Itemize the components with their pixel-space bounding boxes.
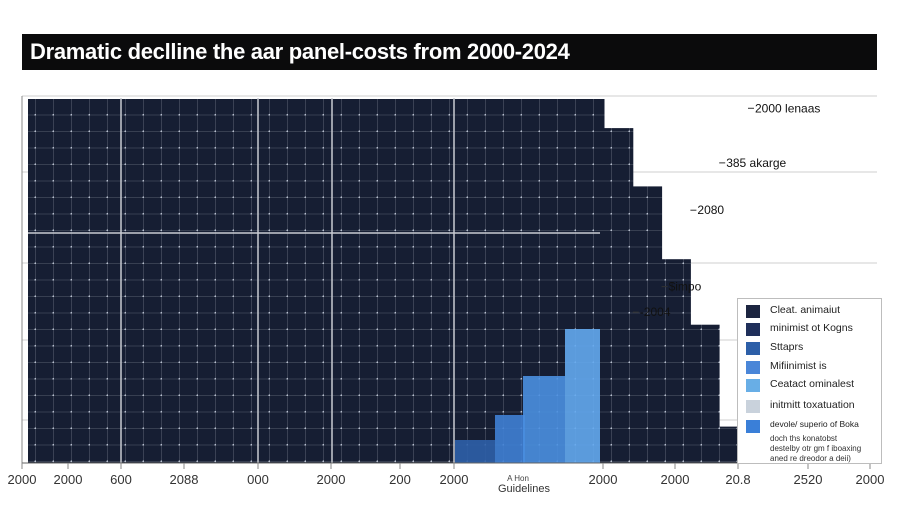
legend-label: devole/ superio of Boka	[770, 419, 859, 429]
legend-swatch	[746, 361, 760, 374]
bar-2014	[431, 99, 461, 463]
legend-note: doch ths konatobst destelby otr gm f ibo…	[770, 434, 862, 463]
bar-2011	[344, 99, 375, 463]
bar-2003	[114, 99, 144, 463]
bar-2004	[143, 99, 173, 463]
legend-label: Ceatact ominalest	[770, 378, 855, 390]
bar-2008	[258, 99, 288, 463]
highlight-bar-3	[523, 376, 565, 463]
highlight-bar-2	[495, 415, 525, 463]
bar-2016	[488, 99, 519, 463]
x-tick-label: 200	[389, 472, 411, 487]
legend-swatch	[746, 323, 760, 336]
legend-label: initmitt toxatuation	[770, 399, 855, 411]
legend-label: Sttaprs	[770, 341, 804, 353]
x-axis-label-prefix: A Hon	[507, 474, 529, 483]
legend: Cleat. animaiut minimist ot Kogns Sttaprs M…	[737, 298, 882, 464]
legend-label: minimist ot Kogns	[770, 322, 853, 334]
bar-2012	[373, 99, 403, 463]
x-tick-label: 2000	[856, 472, 885, 487]
x-tick-label: 20.8	[725, 472, 750, 487]
highlight-bar-4	[565, 329, 600, 463]
annotations: 2000 lenaas 385 akarge 2080 $impo -2004	[632, 101, 820, 319]
legend-swatch	[746, 305, 760, 318]
x-ticks: 2000 2000 600 2088 000 2000 200 2000 2000 2000 20.…	[8, 463, 885, 495]
annotation-label: 2080	[697, 203, 724, 217]
bar-2022	[661, 259, 691, 463]
bar-2007	[229, 99, 259, 463]
legend-swatch	[746, 400, 760, 413]
bar-2023	[690, 324, 720, 463]
x-tick-label: 2000	[661, 472, 690, 487]
annotation-label: -2004	[640, 305, 671, 319]
x-tick-label: 2000	[54, 472, 83, 487]
legend-swatch	[746, 420, 760, 433]
bar-2002	[85, 99, 115, 463]
x-tick-label: 600	[110, 472, 132, 487]
x-tick-label: 2520	[794, 472, 823, 487]
bar-2015	[460, 99, 490, 463]
x-tick-label: 2000	[440, 472, 469, 487]
legend-swatch	[746, 342, 760, 355]
bar-2001	[56, 99, 87, 463]
bar-2021	[632, 186, 663, 463]
x-tick-label: 2000	[317, 472, 346, 487]
legend-label: Mifiinimist is	[770, 360, 827, 372]
legend-swatch	[746, 379, 760, 392]
annotation-label: $impo	[669, 280, 702, 294]
title-bar: Dramatic declline the aar panel-costs fr…	[22, 34, 877, 70]
bar-2020	[604, 128, 634, 463]
x-axis-label: Guidelines	[498, 483, 550, 495]
annotation-label: 2000 lenaas	[755, 101, 820, 115]
highlight-bar-1	[455, 440, 495, 463]
bar-2000	[28, 99, 58, 463]
x-tick-label: 000	[247, 472, 269, 487]
bar-2005	[172, 99, 202, 463]
x-tick-label: 2000	[589, 472, 618, 487]
bar-2006	[200, 99, 231, 463]
chart-title: Dramatic declline the aar panel-costs fr…	[30, 39, 570, 64]
bars	[28, 98, 749, 463]
x-tick-label: 2088	[170, 472, 199, 487]
bar-2009	[287, 99, 317, 463]
bar-2010	[316, 99, 346, 463]
annotation-label: 385 akarge	[726, 156, 786, 170]
x-tick-label: 2000	[8, 472, 37, 487]
legend-label: Cleat. animaiut	[770, 304, 841, 316]
axes	[21, 96, 877, 464]
bar-2013	[402, 99, 432, 463]
